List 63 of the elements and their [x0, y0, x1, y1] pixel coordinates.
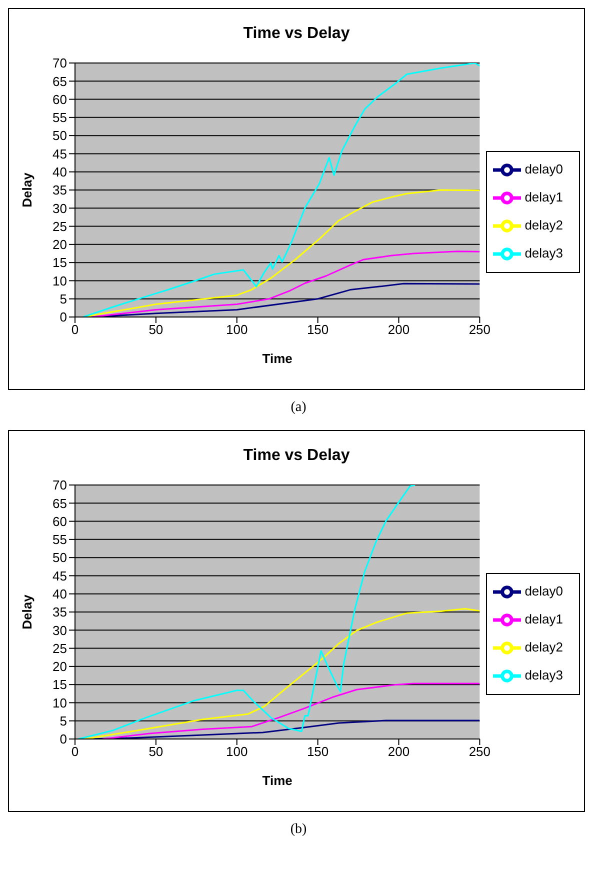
y-tick-label: 30 — [52, 200, 67, 216]
text: (a) — [290, 400, 308, 417]
legend-label: delay1 — [524, 189, 563, 204]
y-tick-label: 55 — [52, 532, 67, 548]
y-tick-label: 5 — [60, 291, 67, 306]
x-tick-label: 200 — [388, 322, 410, 338]
legend-label: delay3 — [524, 667, 563, 682]
y-tick-label: 70 — [52, 56, 67, 71]
y-tick-label: 60 — [52, 92, 67, 107]
y-tick-label: 0 — [60, 310, 67, 325]
y-tick-label: 65 — [52, 74, 67, 89]
x-tick-label: 50 — [148, 322, 164, 338]
y-tick-label: 70 — [52, 478, 67, 493]
chart-title: Time vs Delay — [242, 25, 351, 44]
legend-label: delay2 — [524, 639, 563, 654]
legend-label: delay3 — [524, 245, 563, 260]
y-tick-label: 25 — [52, 218, 67, 234]
y-tick-label: 10 — [52, 273, 67, 288]
y-tick-label: 50 — [52, 128, 67, 144]
y-tick-label: 60 — [52, 514, 67, 529]
y-tick-label: 0 — [60, 732, 67, 747]
y-tick-label: 40 — [52, 586, 67, 602]
y-tick-label: 15 — [52, 255, 67, 270]
y-tick-label: 65 — [52, 496, 67, 511]
x-tick-label: 0 — [71, 322, 79, 338]
y-tick-label: 35 — [52, 182, 67, 198]
line-series — [82, 63, 480, 317]
y-tick-label: 10 — [52, 695, 67, 710]
x-tick-label: 50 — [148, 744, 164, 760]
y-tick-label: 20 — [52, 659, 67, 674]
line-series — [77, 485, 416, 739]
x-axis-title: Time — [262, 351, 292, 366]
y-tick-label: 30 — [52, 622, 67, 638]
line-series — [102, 682, 480, 739]
y-tick-label: 5 — [60, 713, 67, 728]
x-tick-label: 150 — [306, 744, 329, 760]
chart-title: Time vs Delay — [242, 447, 351, 466]
y-tick-label: 20 — [52, 237, 67, 252]
x-tick-label: 150 — [306, 322, 329, 338]
y-tick-label: 25 — [52, 640, 67, 656]
y-tick-label: 35 — [52, 604, 67, 620]
legend-label: delay0 — [524, 583, 563, 598]
y-tick-label: 45 — [52, 568, 67, 584]
x-tick-label: 250 — [468, 744, 491, 760]
y-tick-label: 15 — [52, 677, 67, 692]
x-tick-label: 0 — [71, 744, 79, 760]
y-axis-title: Delay — [20, 172, 35, 208]
line-series — [90, 250, 480, 317]
y-tick-label: 55 — [52, 110, 67, 126]
y-tick-label: 45 — [52, 146, 67, 162]
x-tick-label: 200 — [388, 744, 410, 760]
line-series — [84, 608, 480, 739]
x-tick-label: 100 — [226, 322, 248, 338]
y-tick-label: 40 — [52, 164, 67, 180]
legend-label: delay1 — [524, 611, 563, 626]
legend-label: delay2 — [524, 217, 563, 232]
y-axis-title: Delay — [20, 594, 35, 630]
x-axis-title: Time — [262, 773, 292, 788]
y-tick-label: 50 — [52, 550, 67, 566]
x-tick-label: 100 — [226, 744, 248, 760]
text: (b) — [289, 822, 308, 839]
legend-label: delay0 — [524, 161, 563, 176]
x-tick-label: 250 — [468, 322, 491, 338]
